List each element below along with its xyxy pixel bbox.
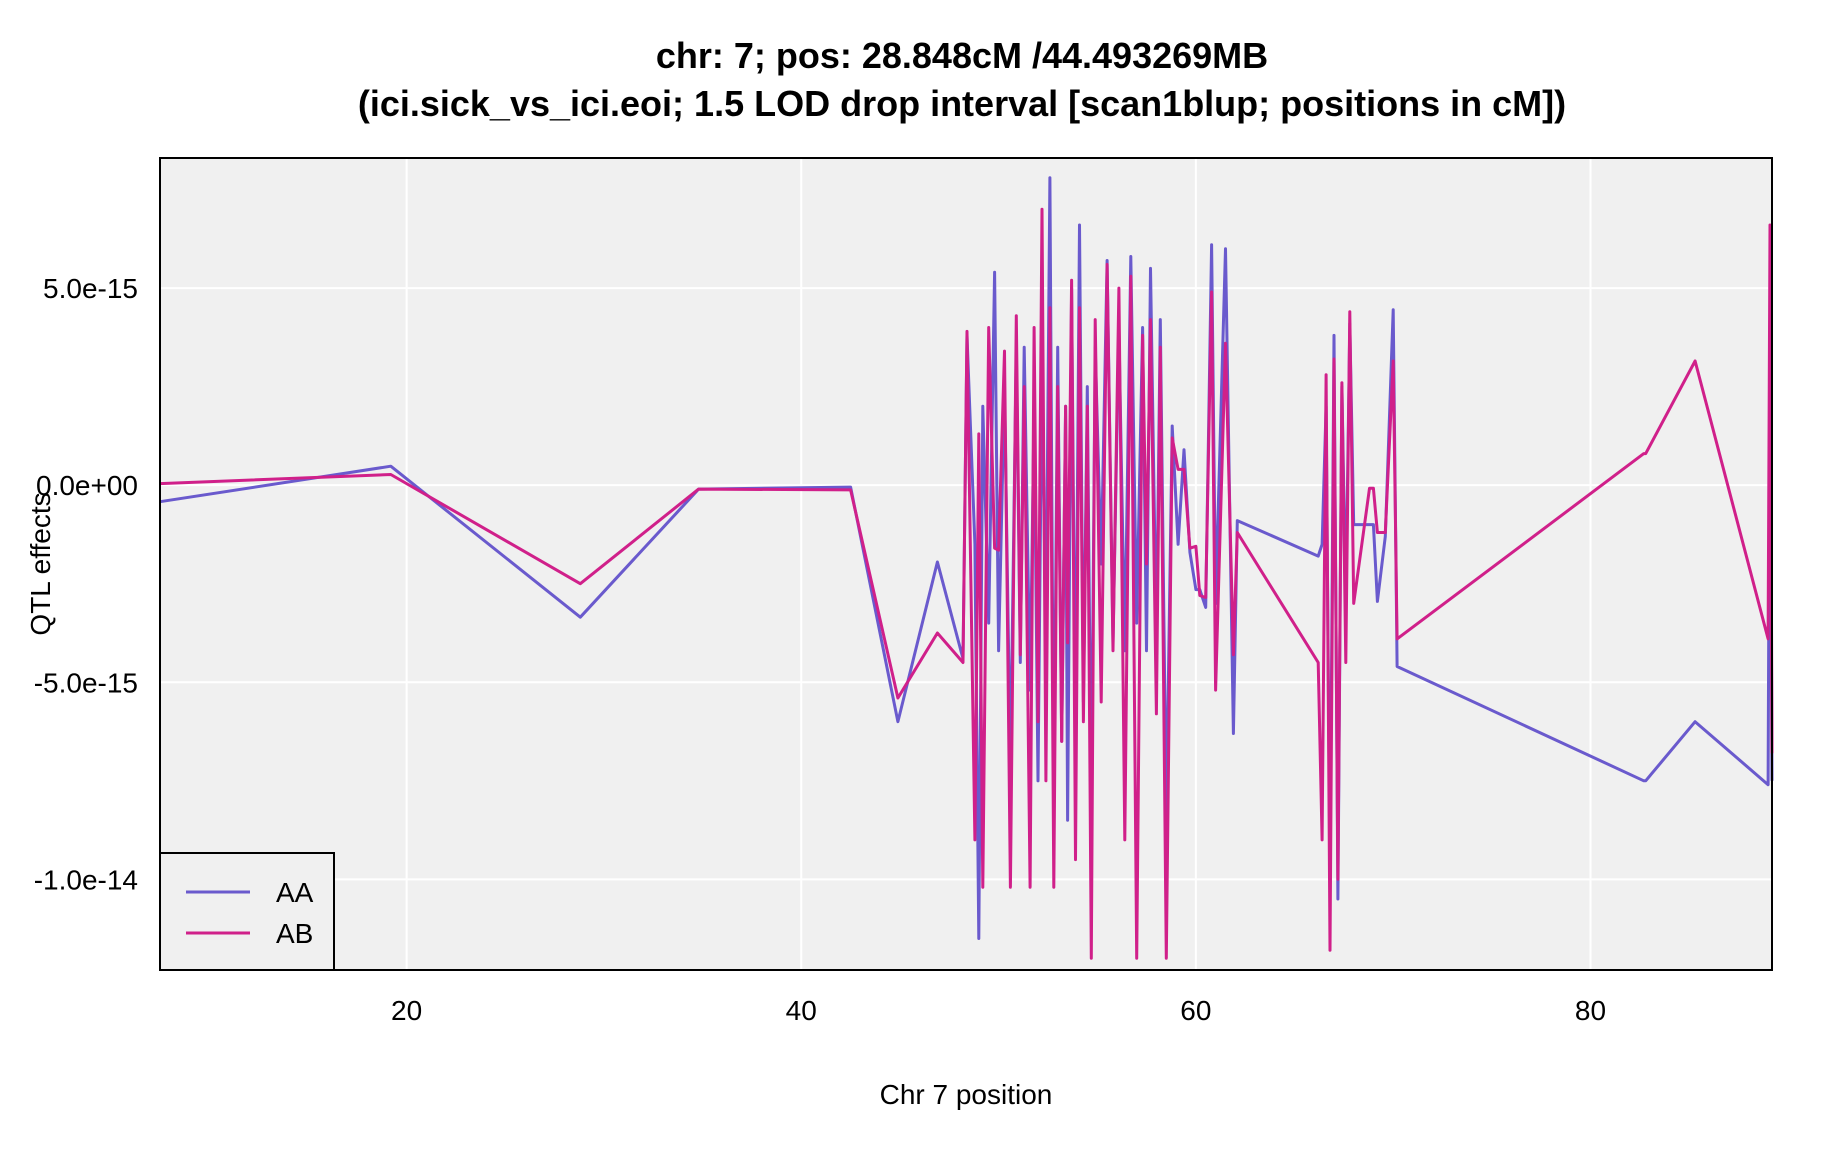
plot-background: [160, 158, 1772, 970]
y-tick-label: -5.0e-15: [34, 667, 138, 698]
y-tick-label: 5.0e-15: [43, 273, 138, 304]
y-axis-label: QTL effects: [25, 492, 56, 635]
legend-box: [159, 852, 335, 971]
plot-frame: [159, 157, 1773, 971]
series-line-ab: [159, 207, 1774, 960]
legend-label-aa: AA: [276, 877, 314, 908]
y-tick-label: -1.0e-14: [34, 864, 138, 895]
x-tick-labels: 20 40 60 80: [391, 995, 1606, 1026]
legend: AA AB: [159, 852, 335, 971]
x-tick-label: 20: [391, 995, 422, 1026]
chart-title: chr: 7; pos: 28.848cM /44.493269MB: [656, 35, 1268, 76]
series-lines: [159, 176, 1774, 960]
chart-subtitle: (ici.sick_vs_ici.eoi; 1.5 LOD drop inter…: [358, 83, 1566, 124]
x-tick-label: 60: [1180, 995, 1211, 1026]
y-tick-label: 0.0e+00: [36, 470, 138, 501]
y-tick-labels: 5.0e-15 0.0e+00 -5.0e-15 -1.0e-14: [34, 273, 138, 895]
legend-label-ab: AB: [276, 918, 313, 949]
x-tick-label: 40: [786, 995, 817, 1026]
x-axis-label: Chr 7 position: [880, 1079, 1053, 1110]
x-tick-label: 80: [1575, 995, 1606, 1026]
